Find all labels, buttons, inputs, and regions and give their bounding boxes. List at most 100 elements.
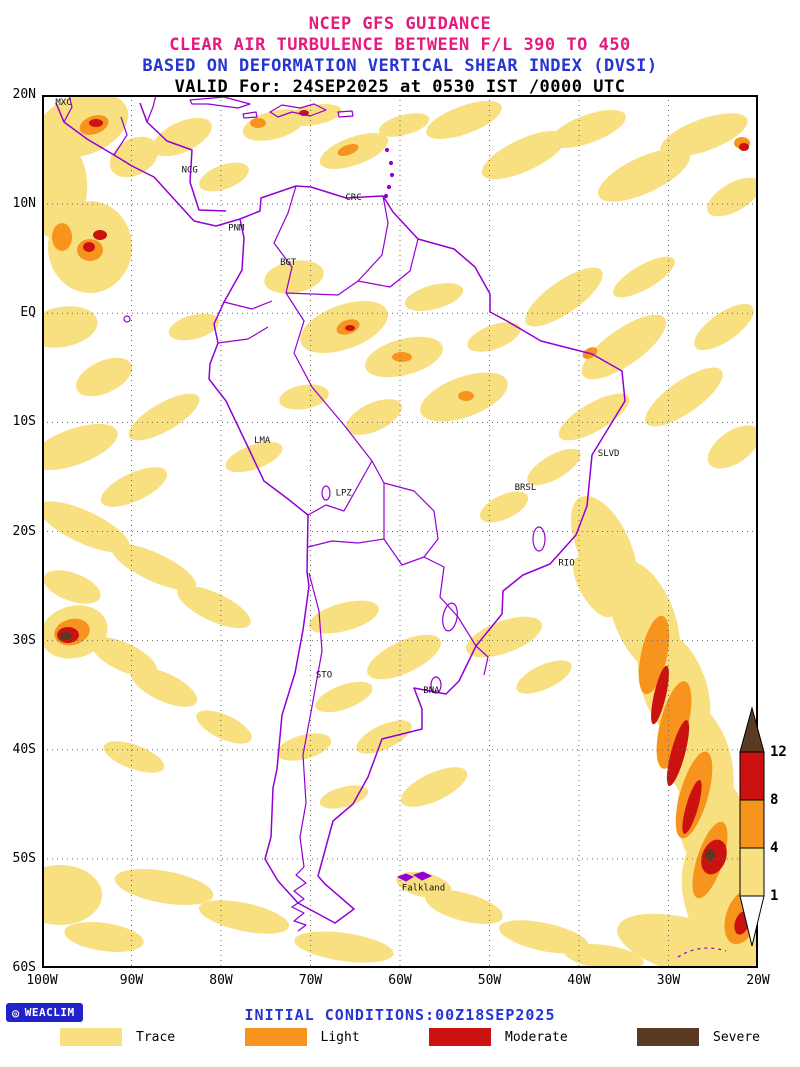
turbulence-region-trace: [42, 501, 130, 553]
turbulence-region-trace: [64, 922, 144, 952]
colorbar-segment-moderate: [739, 751, 765, 801]
turbulence-region-moderate: [89, 119, 103, 127]
weaclim-logo-text: WEACLIM: [24, 1006, 75, 1019]
lon-tick-label: 70W: [298, 973, 323, 988]
gridlines-layer: [42, 95, 758, 968]
turbulence-region-trace: [404, 283, 464, 311]
lesser-antilles-island: [388, 160, 394, 166]
turbulence-region-trace: [479, 491, 529, 523]
turbulence-region-moderate: [666, 720, 690, 786]
map-canvas: MXC NCG CRC PNM BGT LMA LPZ SLVD BRSL RIO STO BNA Fa…: [42, 95, 758, 968]
guyana-brazil-border: [357, 238, 419, 288]
turbulence-region-trace: [660, 113, 748, 157]
turbulence-region-trace: [130, 667, 198, 707]
turbulence-region-trace: [525, 267, 603, 327]
turbulence-region-trace: [114, 869, 214, 905]
city-label-pnm: PNM: [228, 223, 245, 233]
legend-item-severe: Severe: [637, 1028, 760, 1046]
turbulence-region-trace: [346, 399, 402, 435]
turbulence-region-trace: [694, 303, 754, 351]
turbulence-region-trace: [467, 322, 521, 352]
turbulence-region-trace: [264, 260, 324, 294]
turbulence-region-trace: [177, 585, 251, 629]
guatemala-border: [113, 116, 128, 156]
legend-swatch-trace: [60, 1028, 122, 1046]
city-label-mxc: MXC: [55, 98, 71, 108]
turbulence-region-trace: [315, 681, 373, 713]
colorbar-tick-label: 12: [770, 744, 787, 760]
lon-tick-label: 100W: [26, 973, 58, 988]
weaclim-logo[interactable]: ◎ WEACLIM: [6, 1003, 83, 1022]
mexico-gulf-coast: [63, 95, 73, 123]
title-parameter: CLEAR AIR TURBULENCE BETWEEN F/L 390 TO …: [169, 35, 631, 55]
turbulence-region-light: [656, 681, 692, 769]
turbulence-region-trace: [498, 920, 590, 954]
turbulence-region-trace: [168, 313, 220, 341]
bolivia-brazil-border: [383, 482, 439, 558]
lat-tick-label: 20N: [12, 87, 36, 102]
lon-tick-label: 80W: [209, 973, 233, 988]
lon-tick-label: 60W: [388, 973, 412, 988]
turbulence-region-trace: [90, 637, 158, 677]
city-label-lpz: LPZ: [336, 489, 353, 499]
turbulence-region-trace: [425, 889, 503, 925]
lon-tick-label: 40W: [567, 973, 591, 988]
map-frame: [42, 95, 758, 968]
jamaica-island: [242, 111, 258, 119]
city-label-slvd: SLVD: [598, 449, 620, 459]
purple-contour: [430, 676, 442, 694]
turbulence-region-trace: [645, 367, 723, 427]
legend-label: Light: [320, 1029, 360, 1045]
purple-contour: [532, 526, 546, 552]
lat-tick-label: 40S: [12, 741, 36, 757]
turbulence-region-trace: [43, 570, 101, 604]
legend-item-moderate: Moderate: [429, 1028, 568, 1046]
turbulence-region-trace: [42, 865, 102, 925]
legend-label: Trace: [136, 1029, 176, 1045]
turbulence-region-trace: [466, 616, 542, 658]
colorbar-segment-below-min: [739, 895, 765, 947]
turbulence-region-trace: [550, 110, 626, 148]
legend-item-light: Light: [244, 1028, 360, 1046]
legend-label: Moderate: [505, 1029, 568, 1045]
turbulence-region-trace: [152, 117, 212, 157]
paraguay-west-border: [383, 538, 425, 566]
turbulence-region-moderate: [345, 325, 355, 331]
turbulence-region-trace: [367, 634, 441, 680]
weaclim-logo-icon: ◎: [12, 1005, 20, 1020]
ecuador-colombia-border: [223, 300, 273, 310]
paraguay-argentina-border: [423, 556, 477, 647]
legend-swatch-severe: [637, 1028, 700, 1046]
title-valid-time: VALID For: 24SEP2025 at 0530 IST /0000 U…: [174, 77, 626, 97]
lesser-antilles-island: [389, 172, 395, 178]
lesser-antilles-island: [386, 184, 392, 190]
turbulence-region-trace: [481, 130, 567, 180]
initial-conditions: INITIAL CONDITIONS:00Z18SEP2025: [244, 1006, 556, 1024]
lat-tick-label: 60S: [12, 960, 36, 975]
chart-header: NCEP GFS GUIDANCE CLEAR AIR TURBULENCE B…: [0, 14, 800, 98]
lat-tick-label: 20S: [12, 523, 36, 539]
uruguay-brazil-border: [475, 645, 489, 676]
turbulence-region-trace: [100, 467, 168, 507]
turbulence-region-trace: [42, 306, 98, 348]
city-label-brsl: BRSL: [515, 483, 537, 493]
turbulence-region-trace: [400, 767, 468, 807]
legend-swatch-light: [244, 1028, 307, 1046]
title-method: BASED ON DEFORMATION VERTICAL SHEAR INDE…: [142, 56, 658, 76]
turbulence-region-light: [392, 352, 412, 362]
country-borders-layer: [55, 95, 727, 958]
chile-argentina-border: [299, 572, 323, 868]
turbulence-region-trace: [516, 660, 572, 694]
lat-tick-label: 10N: [12, 196, 36, 212]
city-label-bgt: BGT: [280, 258, 297, 268]
purple-contour: [442, 602, 458, 632]
legend-item-trace: Trace: [60, 1028, 175, 1046]
ecuador-peru-border: [217, 326, 269, 344]
city-label-bna: BNA: [423, 686, 440, 696]
turbulence-region-trace: [198, 900, 290, 934]
cuba-coast: [189, 96, 251, 109]
turbulence-region-trace: [573, 556, 615, 618]
turbulence-region-trace: [378, 113, 430, 137]
venezuela-brazil-border: [285, 195, 389, 296]
turbulence-region-trace: [581, 314, 667, 380]
